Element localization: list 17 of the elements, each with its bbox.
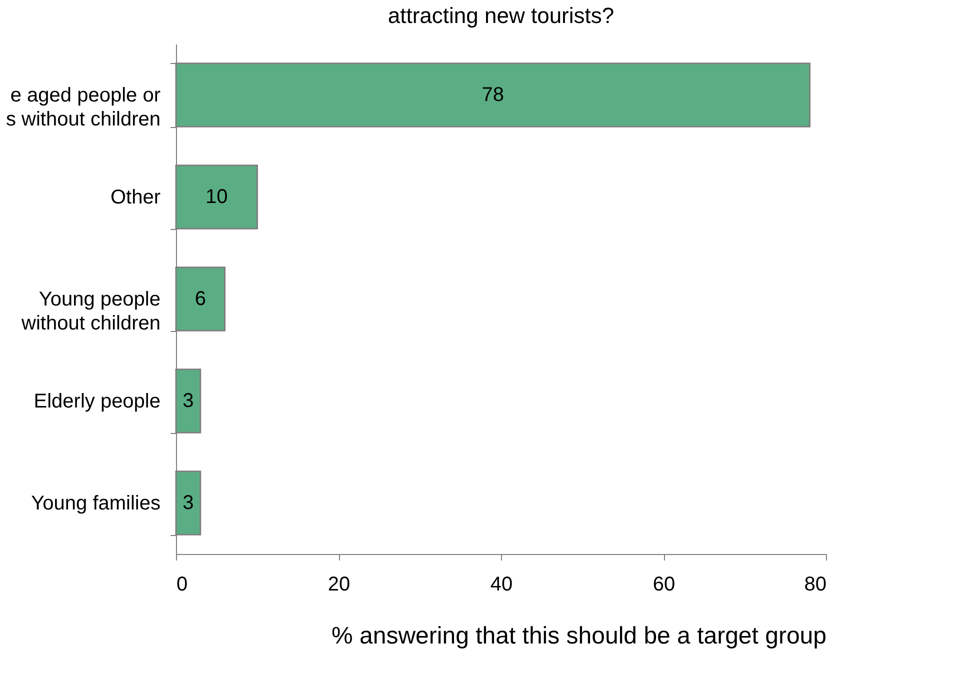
x-tick-label: 60 xyxy=(652,574,676,596)
x-tick-label: 20 xyxy=(328,574,350,596)
data-label: 3 xyxy=(182,390,194,412)
x-tick-label: 40 xyxy=(490,574,513,596)
x-tick-label: 0 xyxy=(176,574,188,596)
y-tick-label: Other xyxy=(110,186,161,208)
data-label: 78 xyxy=(482,84,504,106)
data-label: 10 xyxy=(206,186,228,208)
x-tick-label: 80 xyxy=(804,574,826,596)
y-tick-label: Young families xyxy=(31,492,160,514)
y-tick-label: Young people without children xyxy=(20,288,160,334)
data-label: 6 xyxy=(194,288,206,310)
data-label: 3 xyxy=(182,492,194,514)
y-tick-label: Elderly people xyxy=(34,390,160,412)
x-axis-title: % answering that this should be a target group xyxy=(332,622,826,650)
chart-title: attracting new tourists? xyxy=(388,3,614,28)
y-tick-label: e aged people or s without children xyxy=(6,84,161,130)
